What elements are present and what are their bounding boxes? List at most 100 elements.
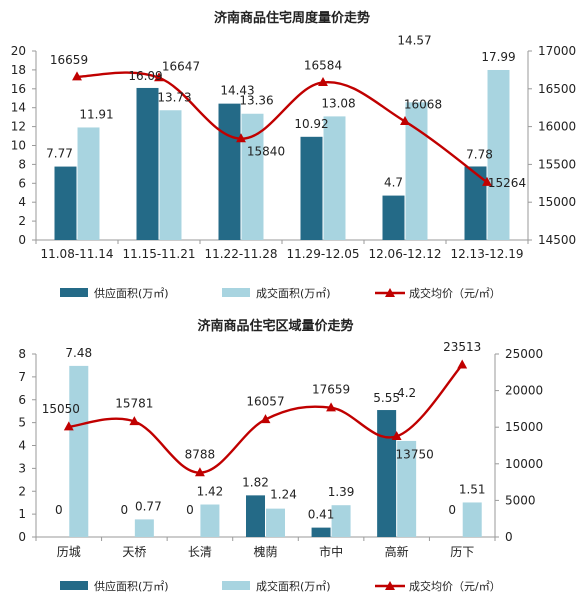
- traded-bar: [331, 505, 351, 537]
- supply-bar: [382, 195, 405, 240]
- price-value-label: 13750: [396, 447, 434, 461]
- legend-swatch: [222, 288, 250, 297]
- supply-value-label: 1.82: [242, 475, 269, 489]
- district-chart: 济南商品住宅区域量价走势 0 1 2 3 4 5 6 7 8 0 5000 10000 15000 2000…: [18, 318, 543, 593]
- traded-bar: [487, 69, 510, 240]
- legend-swatch: [60, 581, 88, 590]
- traded-value-label: 13.08: [321, 96, 355, 110]
- x-tick-label: 11.15-11.21: [122, 247, 195, 261]
- right-tick-label: 14500: [538, 233, 576, 247]
- price-marker: [260, 414, 271, 424]
- supply-bar: [300, 136, 323, 240]
- traded-bar: [462, 502, 482, 537]
- right-tick-label: 20000: [505, 384, 543, 398]
- price-marker: [154, 72, 164, 82]
- supply-value-label: 0: [55, 503, 63, 517]
- supply-bar: [136, 87, 159, 241]
- supply-value-label: 0: [121, 503, 129, 517]
- price-marker: [72, 71, 82, 81]
- x-tick-label: 12.06-12.12: [368, 247, 441, 261]
- price-marker: [194, 467, 205, 477]
- traded-bar: [200, 504, 220, 537]
- supply-value-label: 14.43: [220, 84, 254, 98]
- left-tick-label: 20: [11, 44, 26, 58]
- traded-value-label: 13.36: [239, 94, 273, 108]
- traded-bar: [323, 116, 346, 240]
- weekly-chart: 济南商品住宅周度量价走势 0 2 4 6 8 10 12 14 16 18 20 14500 15000 1…: [11, 10, 576, 300]
- price-marker: [318, 77, 328, 87]
- left-tick-label: 4: [18, 439, 26, 453]
- price-marker: [63, 421, 74, 431]
- right-tick-label: 15000: [505, 420, 543, 434]
- supply-bar: [246, 495, 265, 537]
- x-tick-label: 历下: [450, 545, 474, 559]
- legend-label: 成交均价（元/㎡）: [409, 579, 501, 593]
- traded-value-label: 13.73: [157, 90, 191, 104]
- price-value-label: 8788: [185, 448, 216, 462]
- price-value-label: 16647: [162, 60, 200, 74]
- left-tick-label: 0: [18, 233, 26, 247]
- right-tick-label: 15500: [538, 157, 576, 171]
- x-tick-label: 11.22-11.28: [204, 247, 277, 261]
- traded-value-label: 0.77: [135, 499, 162, 513]
- legend-swatch: [60, 288, 88, 297]
- supply-bar: [377, 410, 397, 537]
- chart-title: 济南商品住宅区域量价走势: [197, 318, 353, 334]
- supply-value-label: 7.77: [46, 147, 73, 161]
- left-tick-label: 2: [18, 214, 26, 228]
- price-value-label: 23513: [443, 340, 481, 354]
- traded-bar: [405, 102, 428, 240]
- supply-value-label: 0.41: [308, 508, 335, 522]
- left-tick-label: 6: [18, 393, 26, 407]
- chart-title: 济南商品住宅周度量价走势: [214, 10, 370, 26]
- right-tick-label: 17000: [538, 44, 576, 58]
- supply-value-label: 0: [448, 503, 456, 517]
- left-tick-label: 6: [18, 176, 26, 190]
- price-value-label: 15781: [115, 396, 153, 410]
- supply-bar: [311, 527, 331, 537]
- traded-value-label: 17.99: [481, 50, 515, 64]
- legend-label: 成交面积(万㎡): [256, 579, 331, 593]
- left-tick-label: 8: [18, 157, 26, 171]
- price-marker: [482, 176, 492, 186]
- left-tick-label: 4: [18, 195, 26, 209]
- supply-value-label: 16.09: [128, 69, 162, 83]
- left-tick-label: 2: [18, 484, 26, 498]
- price-marker: [400, 116, 410, 126]
- supply-value-label: 7.78: [466, 147, 493, 161]
- supply-value-label: 4.7: [384, 176, 403, 190]
- x-tick-label: 11.29-12.05: [286, 247, 359, 261]
- price-value-label: 16584: [304, 58, 342, 72]
- supply-value-label: 0: [186, 503, 194, 517]
- traded-bar: [134, 519, 154, 537]
- price-marker: [326, 402, 337, 412]
- left-tick-label: 0: [18, 530, 26, 544]
- right-tick-label: 16000: [538, 120, 576, 134]
- price-value-label: 17659: [312, 383, 350, 397]
- left-tick-label: 16: [11, 82, 26, 96]
- traded-value-label: 7.48: [65, 346, 92, 360]
- traded-value-label: 1.51: [459, 482, 486, 496]
- left-tick-label: 12: [11, 120, 26, 134]
- legend-label: 成交面积(万㎡): [256, 286, 331, 300]
- left-tick-label: 3: [18, 461, 26, 475]
- price-marker: [457, 359, 468, 369]
- traded-value-label: 1.24: [270, 488, 297, 502]
- legend-marker: [385, 288, 395, 297]
- price-value-label: 15264: [488, 176, 526, 190]
- traded-value-label: 1.42: [197, 485, 224, 499]
- legend-swatch: [222, 581, 250, 590]
- traded-bar: [69, 365, 89, 537]
- supply-value-label: 10.92: [294, 117, 328, 131]
- x-tick-label: 11.08-11.14: [40, 247, 113, 261]
- left-tick-label: 7: [18, 370, 26, 384]
- right-tick-label: 5000: [505, 493, 536, 507]
- traded-value-label: 4.2: [397, 386, 416, 400]
- legend-label: 成交均价（元/㎡）: [409, 286, 501, 300]
- supply-bar: [218, 103, 241, 240]
- right-tick-label: 16500: [538, 82, 576, 96]
- left-tick-label: 14: [11, 101, 26, 115]
- price-value-label: 16068: [404, 97, 442, 111]
- traded-bar: [159, 110, 182, 241]
